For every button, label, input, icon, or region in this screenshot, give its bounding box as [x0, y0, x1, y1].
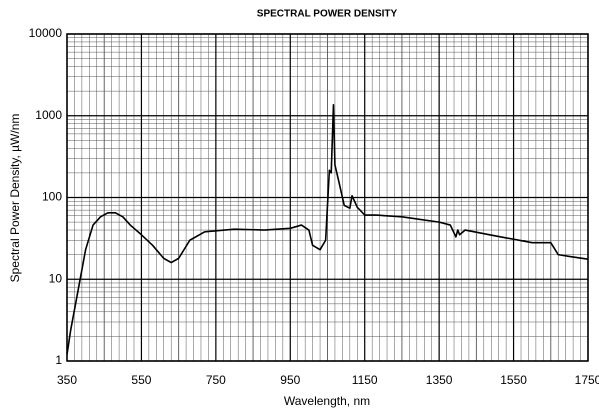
x-tick-label: 750: [206, 373, 226, 387]
y-tick-label: 100: [42, 190, 62, 204]
x-tick-label: 350: [57, 373, 77, 387]
x-tick-label: 950: [280, 373, 300, 387]
y-tick-label: 1: [55, 353, 62, 367]
y-tick-label: 10000: [29, 26, 63, 40]
x-tick-label: 1350: [426, 373, 453, 387]
x-axis-label: Wavelength, nm: [284, 394, 370, 408]
x-tick-label: 1750: [575, 373, 599, 387]
y-axis-label: Spectral Power Density, µW/nm: [8, 114, 22, 283]
x-tick-label: 1150: [352, 373, 378, 387]
x-tick-label: 1550: [500, 373, 527, 387]
x-tick-label: 550: [131, 373, 151, 387]
plot-border: [66, 33, 589, 362]
data-line: [66, 104, 589, 355]
y-tick-label: 1000: [35, 108, 62, 122]
y-tick-label: 10: [49, 271, 63, 285]
chart-title: SPECTRAL POWER DENSITY: [257, 9, 398, 20]
